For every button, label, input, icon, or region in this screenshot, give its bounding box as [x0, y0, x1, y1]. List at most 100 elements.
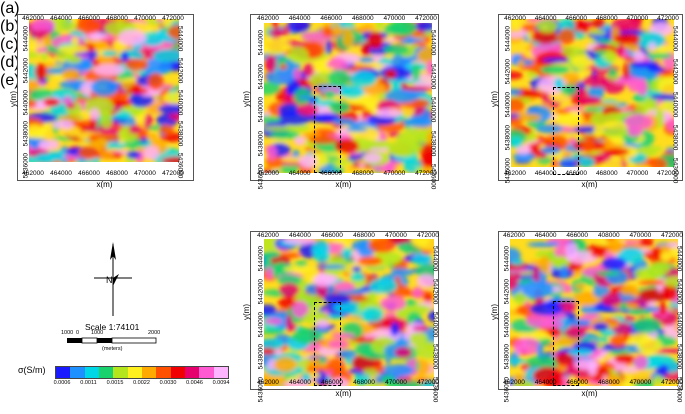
north-label: N — [106, 275, 113, 285]
x-tick-bottom: 468000 — [106, 170, 128, 177]
map-area-e — [510, 239, 678, 386]
y-axis-label: y(m) — [490, 303, 499, 320]
map-area-c — [511, 19, 674, 167]
y-tick-left: 5440000 — [22, 89, 30, 115]
x-tick-bottom: 472000 — [657, 170, 679, 177]
y-tick-right: 5442000 — [431, 278, 439, 305]
x-tick-bottom: 462000 — [503, 379, 525, 386]
x-tick-bottom: 470000 — [629, 379, 652, 386]
y-tick-left: 5442000 — [503, 278, 511, 305]
x-tick-bottom: 466000 — [566, 379, 589, 386]
x-tick-bottom: 464000 — [534, 379, 557, 386]
conductivity-map-d — [264, 239, 434, 386]
x-tick-bottom: 466000 — [78, 170, 100, 177]
x-tick-top: 462000 — [22, 15, 44, 22]
colorbar-swatch — [56, 367, 71, 378]
x-tick-bottom: 470000 — [626, 170, 649, 177]
x-tick-bottom: 468000 — [595, 170, 618, 177]
panel-b — [250, 14, 439, 181]
scale-text: Scale 1:74101 — [85, 322, 140, 332]
y-tick-left: 5438000 — [503, 344, 511, 370]
x-tick-bottom: 472000 — [415, 170, 437, 177]
study-area-box-b — [314, 86, 341, 173]
x-tick-top: 466000 — [566, 232, 589, 239]
x-axis-label: x(m) — [581, 389, 598, 398]
colorbar-swatch — [98, 367, 114, 378]
y-tick-left: 5436000 — [257, 377, 265, 403]
y-tick-right: 5444000 — [671, 26, 679, 52]
colorbar-swatch — [141, 367, 157, 378]
y-tick-left: 5436000 — [503, 377, 511, 403]
colorbar-swatch — [199, 367, 214, 378]
scale-tick: 1000 — [91, 330, 104, 336]
y-tick-left: 5444000 — [503, 246, 511, 272]
x-tick-top: 462000 — [257, 232, 279, 239]
panel-label-c: (c) — [0, 36, 19, 53]
x-tick-top: 468000 — [106, 15, 128, 22]
x-tick-top: 466000 — [78, 15, 100, 22]
y-axis-label: y(m) — [242, 90, 251, 107]
panel-label-e: (e) — [0, 72, 20, 89]
y-tick-right: 5444000 — [429, 30, 437, 56]
y-tick-right: 5440000 — [675, 311, 683, 337]
y-axis-label: y(m) — [242, 303, 251, 320]
colorbar-swatch — [70, 367, 85, 378]
x-tick-top: 466000 — [320, 15, 343, 22]
scale-bar — [67, 337, 157, 344]
panel-e — [498, 231, 683, 390]
x-tick-bottom: 470000 — [134, 170, 156, 177]
x-tick-bottom: 468000 — [597, 379, 620, 386]
map-area-a — [29, 19, 179, 162]
y-tick-right: 5438000 — [176, 121, 184, 147]
colorbar-swatch — [84, 367, 99, 378]
y-tick-left: 5442000 — [257, 278, 265, 305]
panel-a — [17, 14, 194, 181]
x-axis-label: x(m) — [335, 180, 352, 189]
x-tick-bottom: 466000 — [565, 170, 588, 177]
colorbar-tick: 0.0030 — [159, 380, 177, 386]
y-tick-left: 5442000 — [22, 57, 30, 84]
x-tick-bottom: 464000 — [288, 170, 311, 177]
x-tick-top: 468000 — [351, 15, 374, 22]
x-tick-top: 470000 — [383, 15, 406, 22]
x-tick-top: 466000 — [321, 232, 343, 239]
x-tick-top: 464000 — [534, 15, 557, 22]
x-tick-bottom: 464000 — [534, 170, 557, 177]
x-tick-bottom: 466000 — [321, 379, 343, 386]
x-tick-top: 462000 — [504, 15, 526, 22]
y-tick-right: 5438000 — [671, 125, 679, 151]
y-tick-right: 5440000 — [671, 92, 679, 118]
colorbar-swatch — [127, 367, 142, 378]
study-area-box-e — [553, 301, 579, 386]
x-tick-top: 470000 — [385, 232, 407, 239]
x-tick-top: 470000 — [134, 15, 156, 22]
x-tick-top: 468000 — [595, 15, 618, 22]
x-tick-bottom: 470000 — [383, 170, 406, 177]
y-tick-left: 5444000 — [22, 26, 30, 52]
colorbar-swatch — [170, 367, 185, 378]
y-tick-right: 5440000 — [176, 89, 184, 115]
panel-c — [498, 14, 683, 181]
y-tick-left: 5442000 — [257, 63, 265, 89]
y-tick-right: 5442000 — [671, 59, 679, 85]
x-tick-top: 472000 — [415, 15, 437, 22]
colorbar-swatch — [156, 367, 171, 378]
conductivity-map-b — [264, 23, 432, 173]
y-tick-left: 5436000 — [257, 164, 265, 190]
x-tick-top: 472000 — [661, 232, 683, 239]
x-tick-top: 408000 — [597, 232, 620, 239]
y-tick-right: 5440000 — [429, 97, 437, 123]
y-tick-left: 5440000 — [257, 311, 265, 337]
y-tick-right: 5444000 — [431, 246, 439, 272]
panel-d — [250, 231, 439, 390]
scale-tick: 0 — [76, 330, 80, 336]
scale-tick: 1000 — [61, 330, 74, 336]
scale-tick: 2000 — [148, 330, 161, 336]
x-tick-bottom: 466000 — [320, 170, 343, 177]
x-tick-top: 464000 — [289, 232, 311, 239]
panel-label-a: (a) — [0, 0, 20, 17]
x-tick-top: 464000 — [288, 15, 311, 22]
y-tick-left: 5444000 — [504, 26, 512, 52]
y-tick-left: 5438000 — [257, 344, 265, 370]
conductivity-map-c — [511, 19, 674, 167]
